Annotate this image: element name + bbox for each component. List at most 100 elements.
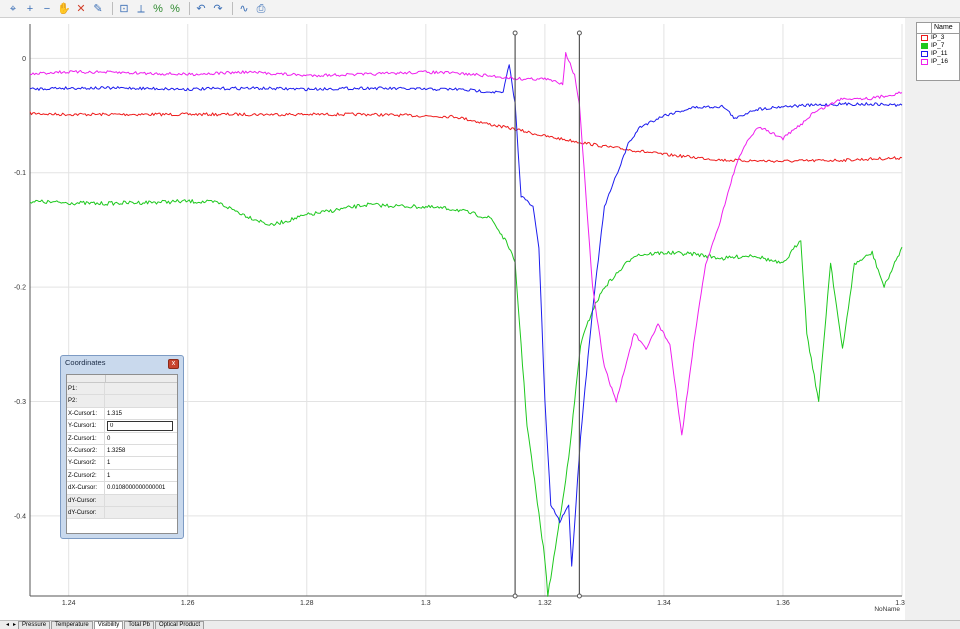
legend-swatch	[921, 35, 928, 41]
y-tick-label: -0.3	[14, 399, 26, 406]
sheet-tab[interactable]: Pressure	[18, 621, 51, 629]
sheet-tab[interactable]: Temperature	[51, 621, 93, 629]
zoom-axis-icon[interactable]: ⟂	[137, 2, 145, 15]
percent-alt-icon[interactable]: %	[170, 2, 180, 15]
y-cursor1-input[interactable]	[107, 421, 173, 432]
series-line	[29, 52, 903, 436]
coordinate-label: X-Cursor2:	[67, 444, 105, 457]
coordinate-row: X-Cursor1: 1.315	[67, 407, 177, 421]
coordinate-value[interactable]: 1.315	[107, 410, 123, 417]
coordinate-row: Y-Cursor1:	[67, 420, 177, 433]
coordinate-row: Z-Cursor1: 0	[67, 432, 177, 445]
y-tick-label: -0.2	[14, 285, 26, 292]
series-line	[29, 64, 903, 567]
tab-scroll-left-icon[interactable]: ◂	[6, 622, 10, 628]
legend-item[interactable]: IP_3	[917, 34, 959, 42]
add-icon[interactable]: +	[26, 2, 34, 15]
coordinate-value[interactable]: 0	[107, 435, 111, 442]
cursor-handle-top	[512, 30, 518, 36]
x-tick-label: 1.34	[657, 600, 671, 607]
series-line	[29, 199, 903, 597]
sheet-tab[interactable]: Visibility	[93, 621, 124, 629]
x-tick-label: 1.36	[776, 600, 790, 607]
undo-zoom-icon[interactable]: ↶	[196, 2, 206, 15]
coordinate-label: Y-Cursor2:	[67, 457, 105, 469]
coordinate-label: P2:	[67, 395, 105, 407]
coordinate-value[interactable]	[105, 507, 177, 518]
pen-icon[interactable]: ✎	[93, 2, 103, 15]
coordinate-row: X-Cursor2: 1.3258	[67, 444, 177, 458]
toolbar-separator	[189, 2, 190, 15]
print-icon[interactable]: ⎙	[256, 2, 266, 15]
coordinate-value[interactable]	[105, 395, 177, 406]
zoom-area-icon[interactable]: ⊡	[119, 2, 129, 15]
coordinate-value[interactable]: 1	[107, 460, 111, 467]
cursor-handle-bottom	[576, 593, 582, 599]
legend-item[interactable]: IP_11	[917, 50, 959, 58]
hand-icon[interactable]: ✋	[57, 2, 71, 15]
legend-label: IP_11	[931, 50, 948, 57]
y-cursor1-cell[interactable]	[105, 420, 177, 432]
delete-icon[interactable]: ✕	[76, 2, 86, 15]
coordinate-label: P1:	[67, 383, 105, 395]
y-tick-label: 0	[22, 56, 26, 63]
coordinate-value[interactable]: 0.0108000000000001	[107, 485, 166, 492]
coordinate-label: dY-Cursor:	[67, 506, 105, 519]
legend-label: IP_3	[931, 34, 945, 41]
legend-header-name: Name	[934, 24, 953, 31]
sheet-tab[interactable]: Optical Product	[154, 621, 205, 629]
coordinates-title: Coordinates	[65, 358, 106, 367]
close-icon: x	[171, 360, 176, 367]
toolbar-separator	[232, 2, 233, 15]
legend-item[interactable]: IP_16	[917, 58, 959, 66]
y-tick-label: -0.1	[14, 170, 26, 177]
coordinate-value[interactable]	[105, 495, 177, 506]
legend: Name IP_3 IP_7 IP_11 IP_16	[916, 22, 960, 81]
grid-header	[67, 375, 177, 383]
tab-scroll-right-icon[interactable]: ▸	[13, 622, 17, 628]
coordinate-row: dY-Cursor:	[67, 494, 177, 507]
curve-icon[interactable]: ∿	[239, 2, 249, 15]
percent-icon[interactable]: %	[153, 2, 163, 15]
x-tick-label: 1.26	[181, 600, 195, 607]
coordinates-title-bar[interactable]: Coordinates x	[61, 356, 183, 370]
coordinate-label: Z-Cursor1:	[67, 432, 105, 444]
x-tick-label: 1.24	[62, 600, 76, 607]
remove-icon[interactable]: −	[43, 2, 51, 15]
coordinates-window[interactable]: Coordinates x P1: P2: X-Cursor1: 1.315 Y-Cur…	[60, 355, 184, 539]
redo-zoom-icon[interactable]: ↷	[213, 2, 223, 15]
legend-swatch	[921, 51, 928, 57]
coordinate-row: Y-Cursor2: 1	[67, 457, 177, 470]
coordinate-label: dX-Cursor:	[67, 482, 105, 494]
x-tick-label: 1.3	[421, 600, 431, 607]
toolbar-separator	[112, 2, 113, 15]
coordinates-grid: P1:P2:X-Cursor1:1.315Y-Cursor1:Z-Cursor1…	[66, 374, 178, 534]
legend-header: Name	[917, 23, 959, 34]
legend-swatch	[921, 59, 928, 65]
legend-label: IP_7	[931, 42, 945, 49]
legend-swatch	[921, 43, 928, 49]
coordinate-row: Z-Cursor2: 1	[67, 469, 177, 483]
x-tick-label: 1.28	[300, 600, 314, 607]
coordinate-value[interactable]	[105, 383, 177, 394]
sheet-tab[interactable]: Total Pb	[124, 621, 154, 629]
coordinate-label: dY-Cursor:	[67, 494, 105, 506]
coordinate-row: dX-Cursor: 0.0108000000000001	[67, 482, 177, 495]
x-axis-name: NoName	[874, 606, 900, 613]
legend-item[interactable]: IP_7	[917, 42, 959, 50]
coordinate-label: Y-Cursor1:	[67, 420, 105, 432]
y-tick-label: -0.4	[14, 513, 26, 520]
cursor-icon[interactable]: ⌖	[9, 2, 17, 15]
coordinate-row: dY-Cursor:	[67, 506, 177, 520]
legend-panel	[906, 18, 960, 620]
legend-label: IP_16	[931, 58, 948, 65]
coordinate-value[interactable]: 1	[107, 472, 111, 479]
plot-area[interactable]: 1.24 1.26 1.28 1.3 1.32 1.34 1.36 1.38 0 -0.1 -0.2…	[0, 18, 905, 620]
cursor-handle-top	[576, 30, 582, 36]
close-button[interactable]: x	[168, 359, 179, 369]
x-tick-label: 1.38	[895, 600, 905, 607]
cursor-handle-bottom	[512, 593, 518, 599]
coordinate-value[interactable]: 1.3258	[107, 447, 126, 454]
toolbar: ⌖ + − ✋ ✕ ✎ ⊡ ⟂%% ↶ ↷ ∿ ⎙	[0, 0, 960, 18]
series-line	[29, 111, 903, 163]
